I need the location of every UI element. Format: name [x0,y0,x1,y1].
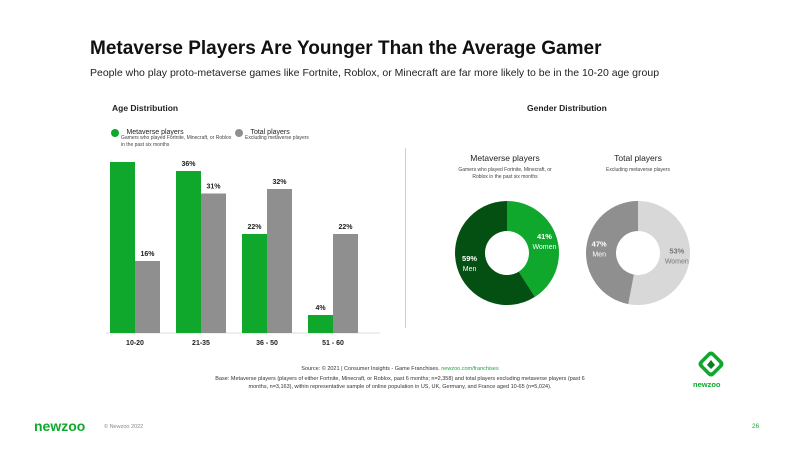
donut-slice-total-players-women [628,201,690,305]
bar-label-metaverse-players-36-50: 22% [247,224,262,231]
bar-total-players-10-20 [135,261,160,333]
source-base: Base: Metaverse players (players of eith… [215,376,585,390]
bar-metaverse-players-51-60 [308,315,333,333]
bar-label-total-players-51-60: 22% [338,224,353,231]
legend-total-note: Excluding metaverse players [245,135,309,141]
gender-distribution-heading: Gender Distribution [527,103,607,113]
source-line: Source: © 2021 | Consumer Insights - Gam… [200,366,600,374]
page-subtitle: People who play proto-metaverse games li… [90,67,660,79]
donut-value-total-players-men: 47% [592,239,607,248]
source-link[interactable]: newzoo.com/franchises [441,366,499,372]
section-divider [405,148,406,328]
donut-metaverse-heading: Metaverse players [470,153,540,163]
bar-total-players-51-60 [333,234,358,333]
age-distribution-heading: Age Distribution [112,103,179,113]
donut-slice-total-players-men [586,201,638,305]
newzoo-logo-small: newzoo [693,380,721,389]
legend-metaverse-label: Metaverse players [126,129,184,137]
donut-total-note: Excluding metaverse players [606,167,670,173]
newzoo-wordmark: newzoo [34,418,86,434]
footer-copyright: © Newzoo 2022 [104,424,144,430]
page-title: Metaverse Players Are Younger Than the A… [90,38,602,59]
bar-label-total-players-21-35: 31% [206,184,221,191]
x-tick-10-20: 10-20 [126,340,144,347]
x-tick-36-50: 36 - 50 [256,340,278,347]
x-tick-51-60: 51 - 60 [322,340,344,347]
donut-slice-metaverse-players-women [507,201,559,297]
donut-category-metaverse-players-women: Women [532,244,556,251]
newzoo-logo-icon [698,351,724,377]
bar-metaverse-players-10-20 [110,162,135,333]
donut-metaverse-chart: 41% Women 59% Men [455,201,559,305]
legend-total-label: Total players [250,129,290,137]
bar-total-players-21-35 [201,193,226,333]
source-prefix: Source: © 2021 | Consumer Insights - Gam… [301,366,440,372]
legend-total-swatch [235,128,243,137]
bar-metaverse-players-36-50 [242,234,267,333]
bar-label-metaverse-players-21-35: 36% [181,161,196,168]
donut-value-total-players-women: 53% [669,247,684,256]
legend-metaverse-note: Gamers who played Fortnite, Minecraft, o… [121,135,232,148]
x-tick-21-35: 21-35 [192,340,210,347]
donut-value-metaverse-players-women: 41% [537,232,552,241]
legend-total: Total players [235,124,290,142]
legend-metaverse: Metaverse players [111,124,184,142]
page-number: 26 [752,423,760,430]
donut-category-metaverse-players-men: Men [463,266,477,273]
bar-label-total-players-36-50: 32% [272,179,287,186]
donut-total-chart: 53% Women 47% Men [586,201,690,305]
bar-label-metaverse-players-51-60: 4% [315,305,326,312]
donut-slice-metaverse-players-men [455,201,535,305]
bar-label-total-players-10-20: 16% [140,251,155,258]
donut-value-metaverse-players-men: 59% [462,254,477,263]
donut-metaverse-note: Gamers who played Fortnite, Minecraft, o… [458,167,552,180]
bar-metaverse-players-21-35 [176,171,201,333]
legend-metaverse-swatch [111,128,119,137]
donut-category-total-players-men: Men [592,251,606,258]
bar-total-players-36-50 [267,189,292,333]
donut-category-total-players-women: Women [665,259,689,266]
donut-total-heading: Total players [614,153,662,163]
